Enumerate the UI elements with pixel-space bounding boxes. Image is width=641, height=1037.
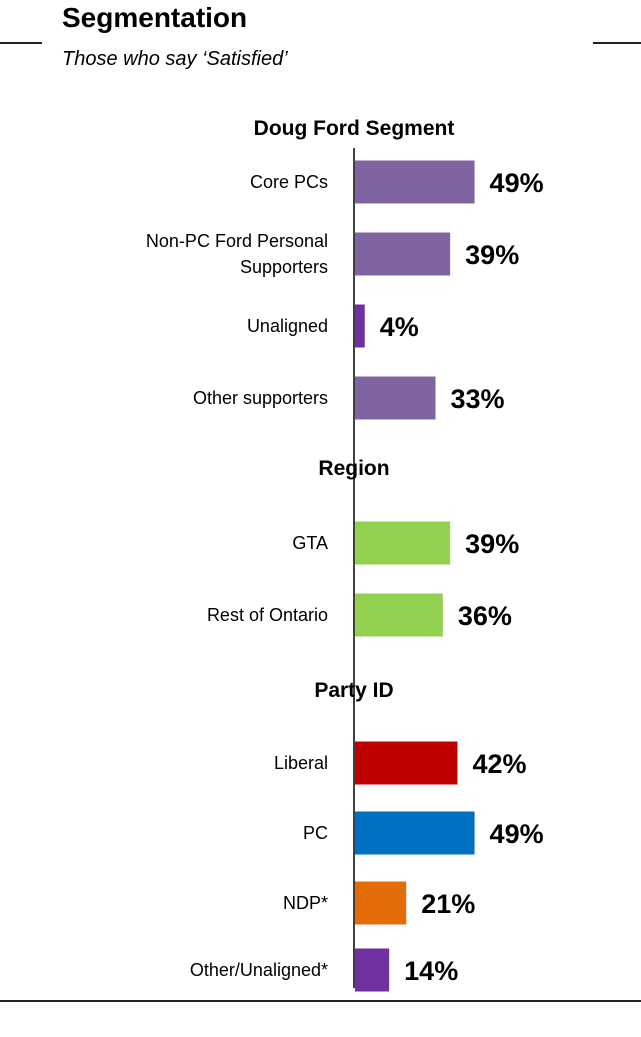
data-label: 33%: [451, 384, 505, 414]
bar: [355, 741, 458, 785]
category-label: Other supporters: [193, 388, 328, 408]
data-label: 42%: [472, 749, 526, 779]
category-label: Non-PC Ford Personal: [146, 231, 328, 251]
bar: [355, 948, 390, 992]
category-label: GTA: [292, 533, 328, 553]
section-heading: Doug Ford Segment: [254, 117, 455, 140]
section-heading: Party ID: [314, 679, 393, 702]
data-label: 49%: [490, 168, 544, 198]
data-label: 39%: [465, 240, 519, 270]
bar: [355, 304, 365, 348]
section-heading: Region: [318, 457, 389, 480]
chart-title: Segmentation: [62, 2, 248, 33]
data-label: 49%: [490, 819, 544, 849]
bar: [355, 593, 443, 637]
top-rule-left: [0, 42, 42, 44]
bar: [355, 160, 475, 204]
data-label: 4%: [380, 312, 419, 342]
data-label: 39%: [465, 529, 519, 559]
bar: [355, 881, 407, 925]
top-rule-right: [593, 42, 641, 44]
category-label: Core PCs: [250, 172, 328, 192]
bar: [355, 232, 451, 276]
data-label: 36%: [458, 601, 512, 631]
bar: [355, 811, 475, 855]
bar: [355, 376, 436, 420]
category-label: Unaligned: [247, 316, 328, 336]
bottom-rule: [0, 1000, 641, 1002]
chart-subtitle: Those who say ‘Satisfied’: [62, 48, 288, 70]
data-label: 21%: [421, 889, 475, 919]
category-label: Rest of Ontario: [207, 605, 328, 625]
data-label: 14%: [404, 956, 458, 986]
category-label: Other/Unaligned*: [190, 960, 328, 980]
category-label: Supporters: [240, 257, 328, 277]
category-label: NDP*: [283, 893, 328, 913]
category-label: PC: [303, 823, 328, 843]
category-label: Liberal: [274, 753, 328, 773]
bar: [355, 521, 451, 565]
